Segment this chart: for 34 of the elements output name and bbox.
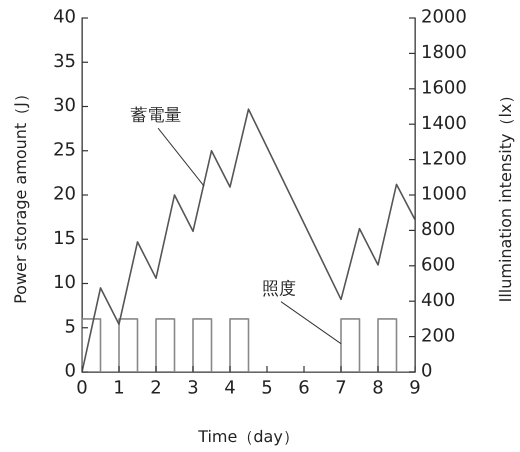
y-tick-label: 20 xyxy=(53,184,76,205)
y-tick-label: 35 xyxy=(53,50,76,72)
y2-tick-label: 2000 xyxy=(421,6,467,28)
y-tick-label: 30 xyxy=(53,95,76,116)
y-tick-label: 5 xyxy=(64,316,76,338)
x-tick-label: 9 xyxy=(409,377,421,398)
y2-tick-label: 1200 xyxy=(421,148,467,170)
y-tick-label: 25 xyxy=(53,139,76,160)
y2-tick-label: 200 xyxy=(421,325,456,346)
y2-tick-label: 1400 xyxy=(421,112,467,134)
y-tick-label: 0 xyxy=(64,360,76,382)
annotation: 蓄電量 xyxy=(130,106,182,126)
y2-tick-label: 1800 xyxy=(421,42,467,64)
y2-axis-title: Illumination intensity（lx） xyxy=(496,88,516,302)
annotation: 照度 xyxy=(262,279,296,300)
y2-tick-label: 400 xyxy=(421,290,456,311)
y2-tick-label: 1600 xyxy=(421,77,467,98)
y-tick-label: 40 xyxy=(53,6,76,28)
y-tick-label: 10 xyxy=(53,272,76,294)
x-tick-label: 8 xyxy=(372,377,384,398)
y2-tick-label: 800 xyxy=(421,219,456,240)
y-tick-label: 15 xyxy=(53,228,76,249)
x-tick-label: 4 xyxy=(224,377,236,398)
x-tick-label: 2 xyxy=(150,377,162,398)
x-tick-label: 7 xyxy=(335,377,347,398)
x-tick-label: 6 xyxy=(298,377,310,398)
y2-tick-label: 0 xyxy=(421,360,432,382)
x-tick-label: 3 xyxy=(187,377,199,398)
y2-tick-label: 1000 xyxy=(421,184,467,205)
x-tick-label: 1 xyxy=(113,377,125,398)
x-tick-label: 5 xyxy=(261,377,273,398)
y2-tick-label: 600 xyxy=(421,254,456,276)
x-axis-title: Time（day） xyxy=(197,427,299,446)
y-axis-title: Power storage amount（J） xyxy=(11,86,30,304)
